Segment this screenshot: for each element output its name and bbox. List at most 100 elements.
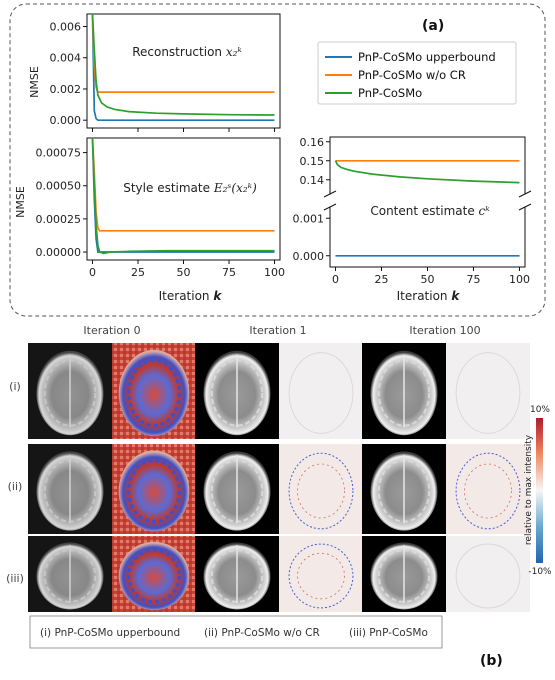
x-tick-label: 50 xyxy=(421,273,435,286)
x-tick-label: 100 xyxy=(264,266,285,279)
series-line-cosmo xyxy=(334,160,520,184)
panel-b: Iteration 0 Iteration 1 Iteration 100 (i… xyxy=(6,324,552,669)
caption-box xyxy=(29,615,443,649)
axis-break-mark xyxy=(323,203,337,211)
plot-frame xyxy=(86,137,281,261)
y-axis-label: NMSE xyxy=(14,186,27,218)
reconstruction-image-row3-col1 xyxy=(28,536,112,612)
y-tick-label: 0.000 xyxy=(293,250,325,263)
error-pattern xyxy=(127,458,181,524)
x-tick-label: 0 xyxy=(89,266,96,279)
panel-a-label: (a) xyxy=(422,18,444,34)
legend: PnP-CoSMo upperbound PnP-CoSMo w/o CR Pn… xyxy=(317,41,517,105)
x-tick-label: 50 xyxy=(177,266,191,279)
legend-entry-cosmo: PnP-CoSMo xyxy=(358,86,422,100)
axis-break-mark xyxy=(518,203,532,211)
error-outline xyxy=(455,452,521,530)
reconstruction-image-row1-col1 xyxy=(28,343,112,439)
aliasing-overlay xyxy=(28,536,112,612)
y-tick-label: 0.16 xyxy=(300,136,325,149)
error-field xyxy=(446,536,530,612)
panel-a-frame xyxy=(9,3,546,317)
error-outline xyxy=(455,543,521,609)
error-outline xyxy=(455,352,521,434)
error-map-row3-col3 xyxy=(446,536,530,612)
error-outline xyxy=(288,543,354,609)
y-tick-label: 0.00075 xyxy=(36,147,82,160)
y-tick-label: 0.002 xyxy=(50,83,82,96)
row-label-ii: (ii) xyxy=(8,480,23,493)
series-line-cosmo xyxy=(91,14,275,116)
error-map-row1-col1 xyxy=(112,343,196,439)
y-tick-label: 0.004 xyxy=(50,52,82,65)
plot-frame xyxy=(86,13,281,129)
error-outline xyxy=(288,452,354,530)
error-field xyxy=(279,343,363,439)
reconstruction-image-row1-col3 xyxy=(362,343,446,439)
y-tick-label: 0.14 xyxy=(300,174,325,187)
colorbar-gradient xyxy=(536,418,543,563)
plot-frame xyxy=(329,206,526,268)
plot-title-content-estimate: Content estimate cᵏ xyxy=(370,204,490,218)
x-tick-label: 75 xyxy=(466,273,480,286)
colorbar-axis-label: relative to max intensity xyxy=(524,434,534,545)
error-inner xyxy=(297,463,345,519)
colorbar-min-label: -10% xyxy=(528,567,552,577)
series-line-cosmo xyxy=(91,138,275,255)
column-title-iteration-0: Iteration 0 xyxy=(83,324,140,337)
x-axis-label: Iteration k xyxy=(397,289,461,303)
aliasing-overlay xyxy=(28,444,112,534)
error-outline xyxy=(288,352,354,434)
x-tick-label: 75 xyxy=(222,266,236,279)
error-inner xyxy=(297,552,345,600)
y-tick-label: 0.00025 xyxy=(36,213,82,226)
x-tick-label: 0 xyxy=(332,273,339,286)
y-tick-label: 0.001 xyxy=(293,212,325,225)
column-title-iteration-1: Iteration 1 xyxy=(249,324,306,337)
series-line-upperbound xyxy=(91,14,275,122)
caption-upperbound: (i) PnP-CoSMo upperbound xyxy=(40,627,180,639)
reconstruction-image-row2-col3 xyxy=(362,444,446,534)
error-field xyxy=(279,444,363,534)
plot-title-style-estimate: Style estimate E₂ˢ(x₂ᵏ) xyxy=(123,181,257,195)
reconstruction-image-row3-col2 xyxy=(195,536,279,612)
reconstruction-image-row3-col3 xyxy=(362,536,446,612)
caption-cosmo: (iii) PnP-CoSMo xyxy=(349,627,428,639)
row-label-iii: (iii) xyxy=(6,572,24,585)
axis-break-mark xyxy=(323,190,337,198)
colorbar-max-label: 10% xyxy=(530,405,550,415)
content-estimate-plot: 0.14 0.15 0.16 0.000 0.001 0 25 50 75 100 Content … xyxy=(293,136,532,303)
y-axis-label: NMSE xyxy=(28,66,41,98)
x-axis-label: Iteration k xyxy=(159,289,223,303)
row-label-i: (i) xyxy=(9,380,21,393)
legend-entry-wo-cr: PnP-CoSMo w/o CR xyxy=(358,68,466,82)
reconstruction-image-grid xyxy=(28,343,530,612)
reconstruction-image-row1-col2 xyxy=(195,343,279,439)
column-title-iteration-100: Iteration 100 xyxy=(409,324,480,337)
error-map-row3-col1 xyxy=(112,536,196,612)
error-field xyxy=(446,343,530,439)
error-map-row2-col2 xyxy=(279,444,363,534)
caption-wo-cr: (ii) PnP-CoSMo w/o CR xyxy=(204,627,320,639)
reconstruction-image-row2-col2 xyxy=(195,444,279,534)
plot-title-reconstruction: Reconstruction x₂ᵏ xyxy=(132,45,242,59)
error-map-row2-col3 xyxy=(446,444,530,534)
y-tick-label: 0.006 xyxy=(50,20,82,33)
error-field xyxy=(279,536,363,612)
style-estimate-plot: 0.00000 0.00025 0.00050 0.00075 0 25 50 75 100 St… xyxy=(14,137,285,303)
error-map-row1-col2 xyxy=(279,343,363,439)
panel-b-label: (b) xyxy=(480,653,503,669)
error-pattern xyxy=(127,358,181,428)
axis-break-mark xyxy=(518,190,532,198)
reconstruction-plot: 0.000 0.002 0.004 0.006 Reconstruction x₂ᵏ NM… xyxy=(28,13,281,132)
y-tick-label: 0.00000 xyxy=(36,246,82,259)
cortex-folds xyxy=(43,549,97,603)
x-tick-label: 100 xyxy=(509,273,530,286)
cortex-folds xyxy=(210,549,264,603)
error-map-row1-col3 xyxy=(446,343,530,439)
aliasing-overlay xyxy=(28,343,112,439)
error-inner xyxy=(464,463,512,519)
y-tick-label: 0.15 xyxy=(300,155,325,168)
error-field xyxy=(446,444,530,534)
